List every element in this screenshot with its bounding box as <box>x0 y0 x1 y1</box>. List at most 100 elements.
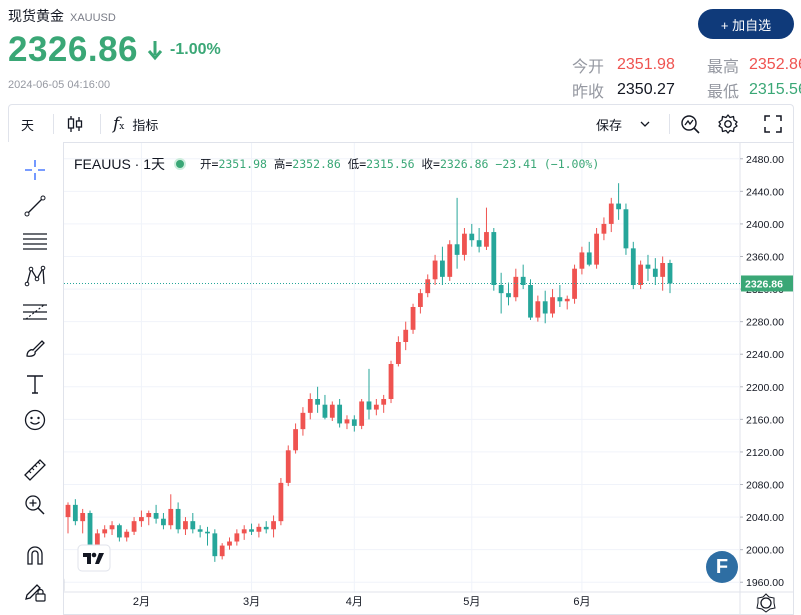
candle-body <box>564 298 570 302</box>
snapshot-button[interactable] <box>679 105 701 143</box>
stat-high-value: 2352.86 <box>749 56 801 73</box>
candle-body <box>638 264 644 285</box>
candle-body <box>586 252 592 265</box>
indicators-label: 指标 <box>132 117 159 133</box>
candle-body <box>139 517 144 522</box>
chart-toolbar: 天 fx 指标 保存 <box>8 104 794 142</box>
candle-body <box>65 504 71 518</box>
candle-body <box>190 521 196 530</box>
legend-symbol[interactable]: FEAUUS · 1天 <box>74 156 166 172</box>
candle-body <box>667 263 673 284</box>
y-tick-label: 2400.00 <box>746 219 784 231</box>
brush-icon <box>26 340 45 357</box>
axis-settings-icon[interactable] <box>760 597 772 609</box>
zoom-in-icon <box>25 495 45 515</box>
instrument-name: 现货黄金 <box>8 8 64 24</box>
last-price-label: 2326.86 <box>745 278 783 290</box>
candle-body <box>447 244 453 277</box>
y-tick-label: 2160.00 <box>746 414 784 426</box>
chart-frame <box>8 142 794 615</box>
fullscreen-button[interactable] <box>764 105 782 143</box>
candle-body <box>432 260 438 280</box>
horizontal-lines-tool[interactable] <box>22 228 48 254</box>
crosshair-tool[interactable] <box>22 157 48 183</box>
candle-body <box>285 450 291 483</box>
lock-drawings-tool[interactable] <box>22 578 48 604</box>
candle-body <box>249 529 254 532</box>
candle-body <box>161 518 166 526</box>
text-tool[interactable] <box>22 371 48 397</box>
y-tick-label: 2000.00 <box>746 545 784 557</box>
candle-body <box>645 264 651 269</box>
candles-icon <box>67 116 83 132</box>
stat-open-label: 今开 <box>572 59 605 76</box>
indicators-button[interactable]: fx 指标 <box>113 105 158 143</box>
candle-body <box>278 482 284 522</box>
chart-type-button[interactable] <box>66 105 84 143</box>
market-status-icon <box>174 158 187 170</box>
candle-body <box>109 525 115 530</box>
candle-body <box>293 429 298 451</box>
tradingview-logo-dot <box>91 552 97 558</box>
legend-low: 2315.56 <box>366 157 415 171</box>
candle-body <box>528 284 533 318</box>
add-watchlist-button[interactable]: + 加自选 <box>698 9 794 39</box>
interval-button[interactable]: 天 <box>21 117 35 133</box>
candle-body <box>440 260 445 277</box>
candle-body <box>153 513 159 519</box>
candle-body <box>337 404 343 424</box>
emoji-icon <box>24 409 46 431</box>
snapshot-icon <box>681 115 700 134</box>
down-arrow-icon <box>147 41 163 61</box>
function-icon: fx <box>113 114 125 134</box>
legend-close-label: 收 <box>421 157 434 171</box>
candle-body <box>381 399 387 405</box>
candle-body <box>175 508 181 530</box>
save-button[interactable]: 保存 <box>596 105 650 143</box>
zoom-in-tool[interactable] <box>22 492 48 518</box>
settings-button[interactable] <box>717 105 739 143</box>
candle-body <box>87 513 93 546</box>
y-tick-label: 1960.00 <box>746 577 784 589</box>
stat-prev-label: 昨收 <box>572 84 605 101</box>
trend-line-tool[interactable] <box>22 193 48 219</box>
broker-logo[interactable]: F <box>706 551 738 583</box>
candle-body <box>322 404 328 418</box>
candle-body <box>373 404 379 410</box>
pattern-tool[interactable] <box>22 263 48 289</box>
y-tick-label: 2120.00 <box>746 447 784 459</box>
x-tick-label: 6月 <box>573 596 590 608</box>
candle-body <box>550 297 555 314</box>
candle-body <box>329 404 335 418</box>
candle-body <box>344 419 350 424</box>
candle-body <box>462 233 467 255</box>
emoji-tool[interactable] <box>22 407 48 433</box>
candle-body <box>183 521 188 530</box>
magnet-tool[interactable] <box>22 542 48 568</box>
stat-open: 今开 2351.98 <box>572 53 675 77</box>
candle-body <box>80 513 86 522</box>
x-tick-label: 2月 <box>133 596 150 608</box>
candle-body <box>498 284 504 294</box>
candle-body <box>241 529 247 534</box>
brush-tool[interactable] <box>22 335 48 361</box>
candle-body <box>417 293 423 307</box>
candle-body <box>454 244 460 255</box>
tradingview-logo[interactable] <box>77 544 111 572</box>
candle-body <box>660 263 666 277</box>
candle-body <box>542 301 548 314</box>
legend-open-label: 开 <box>200 157 212 171</box>
candle-body <box>476 240 482 247</box>
toolbar-divider <box>53 114 54 134</box>
chart-legend: FEAUUS · 1天 开=2351.98 高=2352.86 低=2315.5… <box>74 154 599 174</box>
candle-body <box>403 329 409 342</box>
candle-body <box>484 232 489 247</box>
candle-body <box>219 545 225 557</box>
price-row: 2326.86 -1.00% <box>8 30 221 70</box>
trend-line-icon <box>24 195 46 217</box>
toolbar-divider <box>669 114 670 134</box>
ruler-tool[interactable] <box>22 457 48 483</box>
candle-body <box>366 401 372 410</box>
fib-tool[interactable] <box>22 299 48 325</box>
